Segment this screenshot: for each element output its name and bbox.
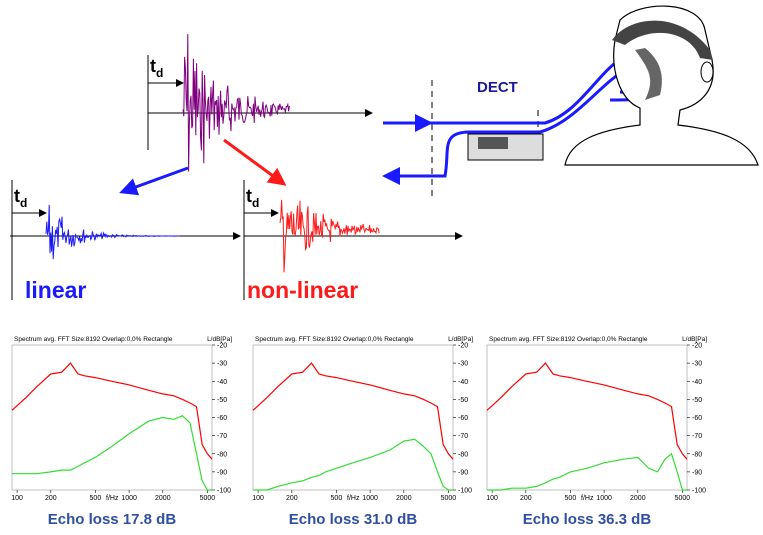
- delay-label: td: [246, 186, 259, 210]
- y-tick-label: -100: [217, 488, 231, 495]
- y-tick-label: -60: [692, 415, 702, 422]
- x-tick-label: 1000: [362, 495, 378, 502]
- x-tick-label: 100: [486, 495, 498, 502]
- y-tick-label: -60: [217, 415, 227, 422]
- x-tick-label: 5000: [675, 495, 691, 502]
- x-tick-label: 200: [45, 495, 57, 502]
- y-tick-label: -40: [458, 379, 468, 386]
- x-tick-label: 1000: [596, 495, 612, 502]
- x-tick-label: 2000: [396, 495, 412, 502]
- caption: Echo loss 36.3 dB: [523, 511, 652, 528]
- spectrum-line: [487, 454, 687, 490]
- x-axis-label: f/Hz: [347, 495, 360, 502]
- y-tick-label: -80: [217, 451, 227, 458]
- y-tick-label: -30: [692, 361, 702, 368]
- y-tick-label: -70: [217, 433, 227, 440]
- y-tick-label: -20: [458, 343, 468, 350]
- spectrum-line: [253, 439, 453, 490]
- chart-title: Spectrum avg. FFT Size:8192 Overlap:0,0%…: [255, 336, 414, 343]
- y-tick-label: -70: [692, 433, 702, 440]
- arrow: [122, 168, 188, 192]
- y-tick-label: -100: [692, 488, 706, 495]
- spectrum-line: [12, 416, 212, 490]
- x-tick-label: 2000: [630, 495, 646, 502]
- x-tick-label: 100: [252, 495, 264, 502]
- x-tick-label: 500: [565, 495, 577, 502]
- caption: Echo loss 31.0 dB: [289, 511, 418, 528]
- y-tick-label: -80: [692, 451, 702, 458]
- arrow: [224, 140, 284, 184]
- chart-title: Spectrum avg. FFT Size:8192 Overlap:0,0%…: [489, 336, 648, 343]
- caption: Echo loss 17.8 dB: [48, 511, 177, 528]
- diagram: td td td linear non-linear DECT: [10, 6, 758, 303]
- y-tick-label: -50: [458, 397, 468, 404]
- y-tick-label: -100: [458, 488, 472, 495]
- dect-label: DECT: [477, 79, 518, 96]
- x-tick-label: 100: [11, 495, 23, 502]
- spectrum-line: [12, 363, 212, 459]
- y-tick-label: -90: [692, 469, 702, 476]
- x-axis-label: f/Hz: [581, 495, 594, 502]
- x-tick-label: 5000: [441, 495, 457, 502]
- x-tick-label: 200: [286, 495, 298, 502]
- plot-frame: [12, 345, 212, 490]
- page: td td td linear non-linear DECT Spectrum…: [0, 0, 763, 535]
- waveform: [46, 205, 180, 259]
- ear: [701, 62, 713, 82]
- x-tick-label: 1000: [121, 495, 137, 502]
- x-axis-label: f/Hz: [106, 495, 119, 502]
- spectrum-line: [487, 363, 687, 459]
- y-tick-label: -90: [217, 469, 227, 476]
- waveform: [183, 34, 289, 172]
- x-tick-label: 2000: [155, 495, 171, 502]
- y-tick-label: -50: [217, 397, 227, 404]
- y-tick-label: -20: [692, 343, 702, 350]
- x-tick-label: 500: [90, 495, 102, 502]
- y-tick-label: -80: [458, 451, 468, 458]
- y-tick-label: -40: [692, 379, 702, 386]
- x-tick-label: 500: [331, 495, 343, 502]
- nonlinear-label: non-linear: [247, 277, 358, 303]
- y-tick-label: -40: [217, 379, 227, 386]
- x-tick-label: 200: [520, 495, 532, 502]
- y-tick-label: -70: [458, 433, 468, 440]
- y-tick-label: -30: [217, 361, 227, 368]
- delay-label: td: [14, 186, 27, 210]
- y-tick-label: -20: [217, 343, 227, 350]
- spectrum-line: [253, 363, 453, 459]
- y-tick-label: -90: [458, 469, 468, 476]
- plot-frame: [253, 345, 453, 490]
- keypad: [478, 137, 508, 149]
- chart-title: Spectrum avg. FFT Size:8192 Overlap:0,0%…: [14, 336, 173, 343]
- y-tick-label: -60: [458, 415, 468, 422]
- y-tick-label: -30: [458, 361, 468, 368]
- x-tick-label: 5000: [200, 495, 216, 502]
- delay-label: td: [150, 56, 163, 80]
- linear-label: linear: [25, 277, 86, 303]
- y-tick-label: -50: [692, 397, 702, 404]
